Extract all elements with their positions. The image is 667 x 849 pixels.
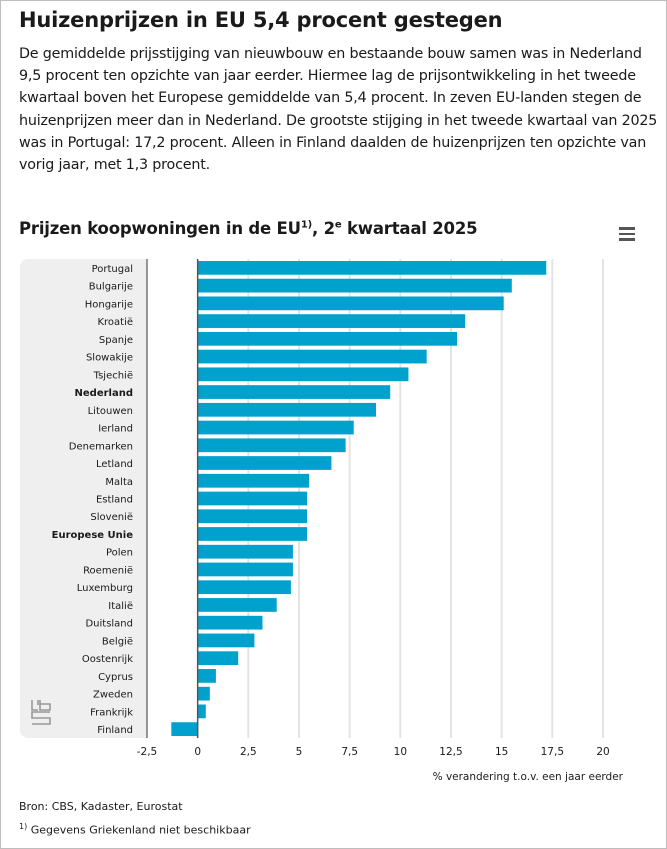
bar-slovenië — [197, 509, 308, 524]
x-tick-label: 0 — [194, 746, 201, 758]
bar-luxemburg — [197, 580, 291, 595]
category-label: Oostenrijk — [82, 654, 133, 665]
category-label: België — [102, 636, 133, 647]
bar-nederland — [197, 385, 391, 399]
category-label: Roemenië — [83, 565, 133, 576]
footnote-text: Gegevens Griekenland niet beschikbaar — [27, 823, 251, 837]
intro-text: De gemiddelde prijsstijging van nieuwbou… — [19, 46, 658, 174]
label-panel — [20, 259, 147, 738]
bar-polen — [197, 544, 293, 559]
category-label: Slovenië — [90, 512, 133, 523]
category-label: Ierland — [98, 424, 133, 435]
bar-kroatië — [197, 314, 466, 328]
chart-title-text: Prijzen koopwoningen in de EU — [19, 219, 301, 238]
bar-belgië — [197, 633, 255, 648]
category-label: Spanje — [99, 335, 133, 346]
bar-portugal — [197, 261, 547, 275]
category-label: Zweden — [93, 690, 133, 701]
bar-oostenrijk — [197, 651, 239, 666]
cbs-logo — [31, 700, 51, 725]
x-tick-label: 15 — [495, 746, 508, 758]
category-label: Letland — [96, 459, 133, 470]
bar-roemenië — [197, 562, 293, 577]
category-label: Portugal — [92, 264, 133, 275]
category-label: Estland — [96, 495, 133, 506]
category-label: Europese Unie — [52, 530, 134, 541]
bar-spanje — [197, 331, 458, 346]
page-title: Huizenprijzen in EU 5,4 procent gestegen — [19, 8, 503, 32]
bar-zweden — [197, 686, 210, 701]
category-label: Duitsland — [85, 619, 133, 630]
bar-finland — [171, 722, 198, 736]
footnote: 1) Gegevens Griekenland niet beschikbaar — [19, 822, 251, 837]
footnote-ref: 1) — [300, 219, 312, 231]
bar-europese-unie — [197, 527, 308, 541]
bar-hongarije — [197, 296, 504, 311]
category-label: Tsjechië — [93, 370, 133, 381]
x-tick-label: -2,5 — [137, 746, 158, 758]
footnote-mark: 1) — [19, 822, 28, 831]
x-tick-label: 20 — [596, 746, 609, 758]
chart-title-sup: e — [334, 219, 342, 231]
hamburger-menu-icon[interactable] — [619, 227, 635, 241]
category-label: Denemarken — [69, 441, 133, 452]
category-label: Bulgarije — [89, 282, 133, 293]
bar-italië — [197, 598, 277, 612]
category-label: Nederland — [75, 388, 133, 399]
chart-title: Prijzen koopwoningen in de EU1), 2e kwar… — [19, 219, 478, 238]
bar-tsjechië — [197, 367, 409, 382]
category-label: Hongarije — [85, 299, 133, 310]
cbs-c — [31, 700, 38, 711]
source-text: Bron: CBS, Kadaster, Eurostat — [19, 800, 183, 813]
x-tick-label: 7,5 — [341, 746, 358, 758]
cbs-b2 — [39, 700, 51, 711]
category-label: Frankrijk — [90, 707, 133, 718]
bar-estland — [197, 491, 308, 506]
chart-title-text: , 2 — [311, 219, 335, 238]
cbs-s — [31, 711, 51, 725]
x-axis-label: % verandering t.o.v. een jaar eerder — [433, 771, 624, 783]
x-tick-label: 2,5 — [240, 746, 257, 758]
category-label: Kroatië — [97, 317, 133, 328]
x-tick-label: 10 — [394, 746, 407, 758]
bar-chart: -2,5 0 2,5 5 7,5 10 12,5 15 17,5 20 Portugal Bulgar… — [20, 259, 624, 783]
bar-slowakije — [197, 349, 427, 364]
category-label: Slowakije — [86, 353, 133, 364]
bar-duitsland — [197, 615, 263, 630]
category-label: Cyprus — [98, 672, 133, 683]
category-label: Finland — [97, 725, 133, 736]
bar-denemarken — [197, 438, 346, 453]
chart-title-text: kwartaal 2025 — [341, 219, 478, 238]
bar-malta — [197, 473, 310, 488]
category-label: Polen — [106, 548, 133, 559]
category-label: Luxemburg — [77, 583, 133, 594]
bar-letland — [197, 456, 332, 470]
category-label: Italië — [108, 601, 133, 612]
x-tick-label: 17,5 — [541, 746, 564, 758]
bar-ierland — [197, 420, 354, 435]
bar-bulgarije — [197, 278, 512, 293]
x-tick-label: 12,5 — [439, 746, 462, 758]
x-tick-label: 5 — [296, 746, 303, 758]
category-label: Litouwen — [88, 406, 133, 417]
bar-cyprus — [197, 669, 216, 683]
bar-frankrijk — [197, 704, 206, 719]
bar-litouwen — [197, 402, 377, 417]
category-label: Malta — [105, 477, 133, 488]
